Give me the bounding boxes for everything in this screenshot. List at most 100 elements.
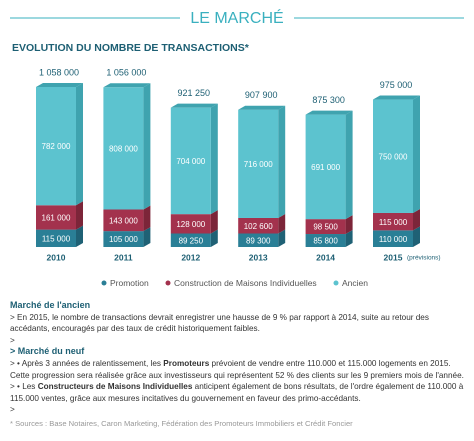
bar bbox=[103, 209, 144, 232]
bar bbox=[305, 114, 346, 220]
legend-label: Construction de Maisons Individuelles bbox=[174, 278, 317, 288]
bar-side bbox=[278, 229, 286, 247]
value-label: 143 000 bbox=[109, 216, 138, 225]
bar-side bbox=[143, 227, 151, 247]
x-tick-label: 2012 bbox=[181, 252, 200, 262]
paragraph: > En 2015, le nombre de transactions dev… bbox=[10, 312, 466, 335]
bar bbox=[238, 233, 279, 247]
paragraph: > bbox=[10, 335, 466, 347]
bar bbox=[170, 233, 211, 247]
bar bbox=[305, 219, 346, 235]
bar-side bbox=[345, 110, 353, 220]
bar-side bbox=[143, 205, 151, 232]
value-label: 102 600 bbox=[244, 222, 273, 231]
bar-side bbox=[413, 208, 420, 231]
chart: LE MARCHÉ EVOLUTION DU NOMBRE DE TRANSAC… bbox=[10, 8, 464, 288]
bar-side bbox=[210, 103, 218, 215]
bar-top bbox=[305, 110, 353, 115]
bar-side bbox=[76, 201, 83, 230]
value-label: 89 300 bbox=[246, 236, 271, 245]
legend-marker bbox=[165, 280, 171, 286]
value-label: 161 000 bbox=[42, 214, 71, 223]
text-run: > • Après 3 années de ralentissement, le… bbox=[10, 358, 164, 368]
value-label: 110 000 bbox=[379, 235, 408, 244]
bar-side bbox=[76, 83, 83, 206]
total-label: 907 900 bbox=[245, 90, 278, 100]
sources: * Sources : Base Notaires, Caron Marketi… bbox=[10, 418, 353, 428]
value-label: 782 000 bbox=[42, 142, 71, 151]
bar-side bbox=[413, 95, 420, 213]
paragraph: > bbox=[10, 404, 466, 416]
bar-side bbox=[345, 230, 353, 247]
paragraph: Marché de l'ancien bbox=[10, 300, 466, 312]
x-tick-label: 2014 bbox=[316, 252, 335, 262]
header-title: LE MARCHÉ bbox=[190, 8, 283, 27]
total-label: 1 058 000 bbox=[39, 67, 79, 77]
legend-marker bbox=[333, 280, 339, 286]
value-label: 716 000 bbox=[244, 160, 273, 169]
text-run: prévoient de vendre entre 110.000 et 115… bbox=[10, 358, 464, 380]
legend-marker bbox=[101, 280, 107, 286]
forecast-note: (prévisions) bbox=[407, 255, 441, 262]
bar bbox=[373, 99, 413, 213]
x-tick-label: 2011 bbox=[114, 252, 133, 262]
bar bbox=[373, 230, 413, 247]
text-run: Marché de l'ancien bbox=[10, 300, 91, 310]
bar bbox=[238, 109, 279, 218]
chart-title: EVOLUTION DU NOMBRE DE TRANSACTIONS* bbox=[12, 42, 250, 54]
total-label: 875 300 bbox=[312, 95, 345, 105]
bar-top bbox=[373, 95, 420, 100]
value-label: 115 000 bbox=[379, 218, 408, 227]
value-label: 808 000 bbox=[109, 145, 138, 154]
bar-side bbox=[278, 213, 286, 234]
value-label: 691 000 bbox=[311, 163, 340, 172]
bar-side bbox=[278, 105, 286, 218]
paragraph: > Marché du neuf bbox=[10, 346, 466, 358]
bar bbox=[36, 87, 76, 206]
bar-side bbox=[76, 225, 83, 247]
legend-label: Ancien bbox=[342, 278, 368, 288]
text-run: > • Les bbox=[10, 382, 38, 392]
bar bbox=[36, 229, 76, 247]
paragraph: > • Les Constructeurs de Maisons Individ… bbox=[10, 381, 466, 404]
text-run: > bbox=[10, 335, 15, 345]
bar-top bbox=[36, 83, 83, 87]
text-run: > Marché du neuf bbox=[10, 346, 85, 357]
total-label: 1 056 000 bbox=[106, 68, 146, 78]
value-label: 115 000 bbox=[42, 234, 71, 243]
bar bbox=[305, 234, 346, 247]
notes: Marché de l'ancien > En 2015, le nombre d… bbox=[10, 300, 466, 430]
bar-side bbox=[210, 210, 218, 234]
value-label: 128 000 bbox=[176, 220, 205, 229]
paragraph: > • Après 3 années de ralentissement, le… bbox=[10, 358, 466, 381]
value-label: 750 000 bbox=[379, 152, 408, 161]
legend-label: Promotion bbox=[110, 278, 149, 288]
text-run: Promoteurs bbox=[163, 358, 210, 368]
value-label: 89 250 bbox=[179, 236, 204, 245]
bar bbox=[103, 231, 144, 247]
value-label: 105 000 bbox=[109, 235, 138, 244]
bar-side bbox=[210, 229, 218, 247]
bar-side bbox=[413, 226, 420, 247]
bar-side bbox=[345, 215, 353, 235]
bar-side bbox=[143, 83, 151, 210]
total-label: 921 250 bbox=[178, 88, 211, 98]
bar bbox=[103, 87, 144, 210]
value-label: 85 800 bbox=[313, 237, 338, 246]
total-label: 975 000 bbox=[380, 80, 413, 90]
bar bbox=[170, 214, 211, 234]
bar bbox=[36, 205, 76, 230]
bar bbox=[238, 217, 279, 234]
bar-top bbox=[103, 83, 151, 88]
bar bbox=[373, 212, 413, 231]
text-run: anticipent également de bons résultats, … bbox=[10, 382, 464, 403]
bar-top bbox=[238, 105, 286, 110]
x-tick-label: 2015 bbox=[384, 252, 403, 262]
text-run: > bbox=[10, 405, 15, 415]
text-run: Constructeurs de Maisons Individuelles bbox=[37, 382, 193, 392]
bar bbox=[170, 107, 211, 215]
value-label: 704 000 bbox=[176, 157, 205, 166]
value-label: 98 500 bbox=[313, 223, 338, 232]
x-tick-label: 2010 bbox=[47, 252, 66, 262]
